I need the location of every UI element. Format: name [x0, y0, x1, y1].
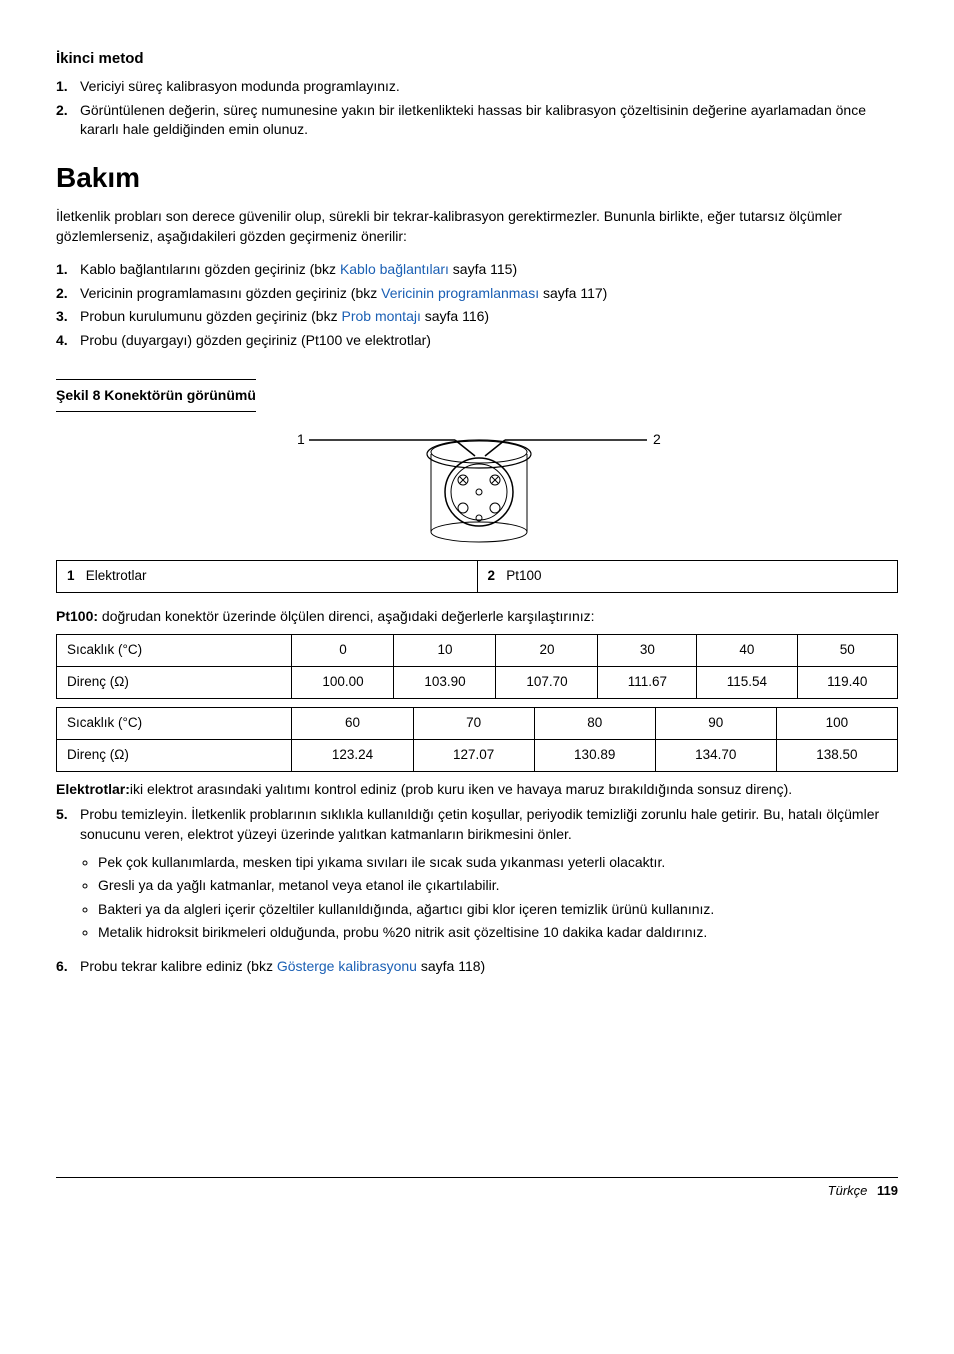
link-vericinin-programlanmasi[interactable]: Vericinin programlanması — [381, 285, 539, 301]
table-cell: 119.40 — [797, 667, 897, 699]
item-text: Vericiyi süreç kalibrasyon modunda progr… — [80, 77, 898, 97]
table-cell: Sıcaklık (°C) — [57, 635, 292, 667]
bullet-item: Bakteri ya da algleri içerir çözeltiler … — [98, 900, 898, 920]
table-cell: 130.89 — [534, 739, 655, 771]
pt100-rest: doğrudan konektör üzerinde ölçülen diren… — [98, 608, 595, 624]
table-cell: 40 — [697, 635, 797, 667]
list-item: 1. Kablo bağlantılarını gözden geçiriniz… — [56, 260, 898, 280]
table-cell: 70 — [413, 707, 534, 739]
ikinci-metod-title: İkinci metod — [56, 48, 898, 69]
bullet-item: Pek çok kullanımlarda, mesken tipi yıkam… — [98, 853, 898, 873]
table-cell: 134.70 — [655, 739, 776, 771]
elektrotlar-paragraph: Elektrotlar:iki elektrot arasındaki yalı… — [56, 780, 898, 800]
item-number: 1. — [56, 260, 80, 280]
bullet-item: Gresli ya da yağlı katmanlar, metanol ve… — [98, 876, 898, 896]
table-cell: Direnç (Ω) — [57, 739, 292, 771]
text-part: Probu temizleyin. İletkenlik problarının… — [80, 806, 879, 842]
legend-num: 1 — [67, 568, 75, 583]
item-text: Görüntülenen değerin, süreç numunesine y… — [80, 101, 898, 140]
link-prob-montaji[interactable]: Prob montajı — [341, 308, 420, 324]
legend-cell-1: 1 Elektrotlar — [57, 560, 478, 592]
legend-cell-2: 2 Pt100 — [477, 560, 898, 592]
footer-language: Türkçe — [828, 1183, 868, 1198]
item-text: Probu (duyargayı) gözden geçiriniz (Pt10… — [80, 331, 898, 351]
page-footer: Türkçe 119 — [56, 1177, 898, 1200]
elektrotlar-bold: Elektrotlar: — [56, 781, 130, 797]
link-gosterge-kalibrasyonu[interactable]: Gösterge kalibrasyonu — [277, 958, 417, 974]
figure-legend-table: 1 Elektrotlar 2 Pt100 — [56, 560, 898, 593]
item-text: Probu temizleyin. İletkenlik problarının… — [80, 805, 898, 953]
cleaning-list: 5. Probu temizleyin. İletkenlik probları… — [56, 805, 898, 976]
table-cell: 0 — [292, 635, 394, 667]
table-cell: Direnç (Ω) — [57, 667, 292, 699]
legend-num: 2 — [488, 568, 496, 583]
text-part: Probu tekrar kalibre ediniz (bkz — [80, 958, 277, 974]
list-item: 2. Görüntülenen değerin, süreç numunesin… — [56, 101, 898, 140]
pt100-bold: Pt100: — [56, 608, 98, 624]
text-part: sayfa 118) — [417, 958, 485, 974]
item-text: Probu tekrar kalibre ediniz (bkz Gösterg… — [80, 957, 898, 977]
table-cell: 60 — [292, 707, 413, 739]
item-number: 1. — [56, 77, 80, 97]
item-number: 4. — [56, 331, 80, 351]
list-item: 4. Probu (duyargayı) gözden geçiriniz (P… — [56, 331, 898, 351]
figure-8-image: 1 2 — [56, 424, 898, 550]
pt100-table-2: Sıcaklık (°C) 60 70 80 90 100 Direnç (Ω)… — [56, 707, 898, 772]
table-cell: 111.67 — [598, 667, 697, 699]
item-number: 3. — [56, 307, 80, 327]
item-number: 6. — [56, 957, 80, 977]
item-number: 2. — [56, 284, 80, 304]
cleaning-bullets: Pek çok kullanımlarda, mesken tipi yıkam… — [80, 853, 898, 943]
item-text: Probun kurulumunu gözden geçiriniz (bkz … — [80, 307, 898, 327]
table-cell: 103.90 — [394, 667, 496, 699]
text-part: sayfa 115) — [449, 261, 517, 277]
table-cell: 100 — [776, 707, 897, 739]
table-cell: 123.24 — [292, 739, 413, 771]
connector-diagram-svg: 1 2 — [257, 424, 697, 544]
list-item: 6. Probu tekrar kalibre ediniz (bkz Göst… — [56, 957, 898, 977]
pt100-paragraph: Pt100: doğrudan konektör üzerinde ölçüle… — [56, 607, 898, 627]
item-text: Vericinin programlamasını gözden geçirin… — [80, 284, 898, 304]
legend-text: Elektrotlar — [86, 568, 147, 583]
text-part: sayfa 117) — [539, 285, 607, 301]
bullet-item: Metalik hidroksit birikmeleri olduğunda,… — [98, 923, 898, 943]
list-item: 2. Vericinin programlamasını gözden geçi… — [56, 284, 898, 304]
table-cell: 107.70 — [496, 667, 598, 699]
footer-page-number: 119 — [877, 1183, 898, 1198]
bakim-intro-paragraph: İletkenlik probları son derece güvenilir… — [56, 207, 898, 246]
callout-1-label: 1 — [297, 431, 305, 447]
table-cell: 50 — [797, 635, 897, 667]
bakim-heading: Bakım — [56, 158, 898, 197]
table-cell: 20 — [496, 635, 598, 667]
table-cell: 115.54 — [697, 667, 797, 699]
table-cell: 138.50 — [776, 739, 897, 771]
text-part: Kablo bağlantılarını gözden geçiriniz (b… — [80, 261, 340, 277]
legend-text: Pt100 — [506, 568, 541, 583]
ikinci-metod-list: 1. Vericiyi süreç kalibrasyon modunda pr… — [56, 77, 898, 140]
bakim-check-list: 1. Kablo bağlantılarını gözden geçiriniz… — [56, 260, 898, 350]
text-part: Vericinin programlamasını gözden geçirin… — [80, 285, 381, 301]
table-cell: 100.00 — [292, 667, 394, 699]
item-text: Kablo bağlantılarını gözden geçiriniz (b… — [80, 260, 898, 280]
link-kablo-baglantilari[interactable]: Kablo bağlantıları — [340, 261, 449, 277]
list-item: 3. Probun kurulumunu gözden geçiriniz (b… — [56, 307, 898, 327]
text-part: sayfa 116) — [421, 308, 489, 324]
item-number: 2. — [56, 101, 80, 140]
callout-2-label: 2 — [653, 431, 661, 447]
pt100-table-1: Sıcaklık (°C) 0 10 20 30 40 50 Direnç (Ω… — [56, 634, 898, 699]
list-item: 1. Vericiyi süreç kalibrasyon modunda pr… — [56, 77, 898, 97]
table-cell: 127.07 — [413, 739, 534, 771]
table-cell: 80 — [534, 707, 655, 739]
item-number: 5. — [56, 805, 80, 953]
table-cell: 90 — [655, 707, 776, 739]
figure-8-caption: Şekil 8 Konektörün görünümü — [56, 379, 256, 413]
table-cell: Sıcaklık (°C) — [57, 707, 292, 739]
list-item: 5. Probu temizleyin. İletkenlik probları… — [56, 805, 898, 953]
table-cell: 10 — [394, 635, 496, 667]
elektrotlar-rest: iki elektrot arasındaki yalıtımı kontrol… — [130, 781, 792, 797]
table-cell: 30 — [598, 635, 697, 667]
text-part: Probun kurulumunu gözden geçiriniz (bkz — [80, 308, 341, 324]
